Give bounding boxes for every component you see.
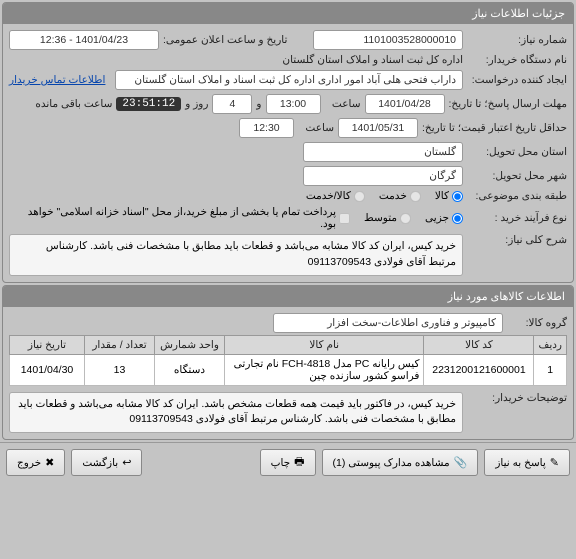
time-label-1: ساعت	[325, 98, 361, 110]
cell-unit: دستگاه	[155, 354, 225, 385]
cell-code: 2231200121600001	[424, 354, 534, 385]
col-idx: ردیف	[534, 335, 567, 354]
goods-panel-title: اطلاعات کالاهای مورد نیاز	[3, 286, 573, 307]
goods-table: ردیف کد کالا نام کالا واحد شمارش تعداد /…	[9, 335, 567, 386]
form-body: شماره نیاز: 1101003528000010 تاریخ و ساع…	[3, 24, 573, 282]
time-label-2: ساعت	[298, 122, 334, 134]
group-label: گروه کالا:	[507, 317, 567, 329]
buy-med-radio[interactable]	[400, 213, 411, 224]
cat-goods-radio[interactable]	[452, 191, 463, 202]
cat-both-option[interactable]: کالا/خدمت	[306, 190, 365, 202]
buytype-label: نوع فرآیند خرید :	[467, 212, 567, 224]
deadline-date: 1401/04/28	[365, 94, 445, 114]
datetime-label: تاریخ و ساعت اعلان عمومی:	[163, 34, 287, 46]
buy-med-label: متوسط	[364, 212, 397, 224]
buy-med-option[interactable]: متوسط	[364, 212, 411, 224]
countdown: 23:51:12	[116, 97, 181, 111]
exit-button[interactable]: ✖ خروج	[6, 449, 65, 476]
validity-label: حداقل تاریخ اعتبار قیمت؛ تا تاریخ:	[422, 122, 567, 134]
exit-label: خروج	[17, 457, 41, 469]
cat-service-option[interactable]: خدمت	[379, 190, 421, 202]
buyer-label: نام دستگاه خریدار:	[467, 54, 567, 66]
city-label: شهر محل تحویل:	[467, 170, 567, 182]
req-no-field: 1101003528000010	[313, 30, 463, 50]
back-icon: ↩	[122, 456, 131, 469]
col-name: نام کالا	[225, 335, 424, 354]
deadline-label: مهلت ارسال پاسخ؛ تا تاریخ:	[449, 98, 568, 110]
buyer-notes-box: خرید کیس، در فاکتور باید قیمت همه قطعات …	[9, 392, 463, 434]
creator-label: ایجاد کننده درخواست:	[467, 74, 567, 86]
remain-label: ساعت باقی مانده	[35, 98, 112, 110]
cell-date: 1401/04/30	[10, 354, 85, 385]
cat-service-radio[interactable]	[410, 191, 421, 202]
province-field: گلستان	[303, 142, 463, 162]
days-field: 4	[212, 94, 252, 114]
group-field: کامپیوتر و فناوری اطلاعات-سخت افزار	[273, 313, 503, 333]
col-code: کد کالا	[424, 335, 534, 354]
col-unit: واحد شمارش	[155, 335, 225, 354]
print-icon: 🖶	[294, 453, 304, 472]
table-header-row: ردیف کد کالا نام کالا واحد شمارش تعداد /…	[10, 335, 567, 354]
cat-both-label: کالا/خدمت	[306, 190, 351, 202]
print-label: چاپ	[271, 457, 291, 469]
panel-title: جزئیات اطلاعات نیاز	[3, 3, 573, 24]
buy-part-radio[interactable]	[452, 213, 463, 224]
reply-label: پاسخ به نیاز	[495, 457, 545, 469]
buy-part-label: جزیی	[425, 212, 449, 224]
cell-idx: 1	[534, 354, 567, 385]
goods-panel: اطلاعات کالاهای مورد نیاز گروه کالا: کام…	[2, 285, 574, 441]
reply-icon: ✎	[550, 456, 559, 469]
col-date: تاریخ نیاز	[10, 335, 85, 354]
attach-icon: 📎	[454, 456, 468, 469]
button-bar: ✎ پاسخ به نیاز 📎 مشاهده مدارک پیوستی (1)…	[0, 442, 576, 482]
cell-name: کیس رایانه PC مدل FCH-4818 نام تجارتی فر…	[225, 354, 424, 385]
buy-note-checkbox	[339, 213, 350, 224]
and-label: و	[256, 98, 261, 110]
req-no-label: شماره نیاز:	[467, 34, 567, 46]
details-panel: جزئیات اطلاعات نیاز شماره نیاز: 11010035…	[2, 2, 574, 283]
attachments-button[interactable]: 📎 مشاهده مدارک پیوستی (1)	[322, 449, 479, 476]
category-label: طبقه بندی موضوعی:	[467, 190, 567, 202]
validity-date: 1401/05/31	[338, 118, 418, 138]
deadline-time: 13:00	[266, 94, 321, 114]
creator-field: داراب فتحی هلی آباد امور اداری اداره کل …	[115, 70, 463, 90]
buyer-name: اداره کل ثبت اسناد و املاک استان گلستان	[282, 54, 463, 66]
desc-label: شرح کلی نیاز:	[467, 234, 567, 246]
table-row[interactable]: 1 2231200121600001 کیس رایانه PC مدل FCH…	[10, 354, 567, 385]
days-label: روز و	[185, 98, 208, 110]
cell-qty: 13	[85, 354, 155, 385]
contact-link[interactable]: اطلاعات تماس خریدار	[9, 74, 105, 86]
datetime-field: 1401/04/23 - 12:36	[9, 30, 159, 50]
buy-part-option[interactable]: جزیی	[425, 212, 463, 224]
cat-goods-option[interactable]: کالا	[435, 190, 463, 202]
city-field: گرگان	[303, 166, 463, 186]
province-label: استان محل تحویل:	[467, 146, 567, 158]
exit-icon: ✖	[45, 456, 54, 469]
goods-body: گروه کالا: کامپیوتر و فناوری اطلاعات-سخت…	[3, 307, 573, 440]
cat-goods-label: کالا	[435, 190, 449, 202]
buy-note-option: پرداخت تمام یا بخشی از مبلغ خرید،از محل …	[9, 206, 350, 230]
category-radio-group: کالا خدمت کالا/خدمت	[306, 190, 463, 202]
attach-label: مشاهده مدارک پیوستی (1)	[333, 457, 450, 469]
col-qty: تعداد / مقدار	[85, 335, 155, 354]
print-button[interactable]: 🖶 چاپ	[260, 449, 316, 476]
cat-both-radio[interactable]	[354, 191, 365, 202]
buyer-notes-label: توضیحات خریدار:	[467, 392, 567, 404]
desc-box: خرید کیس، ایران کد کالا مشابه می‌باشد و …	[9, 234, 463, 276]
back-button[interactable]: ↩ بازگشت	[71, 449, 142, 476]
reply-button[interactable]: ✎ پاسخ به نیاز	[484, 449, 570, 476]
back-label: بازگشت	[82, 457, 118, 469]
buy-note-label: پرداخت تمام یا بخشی از مبلغ خرید،از محل …	[9, 206, 336, 230]
cat-service-label: خدمت	[379, 190, 407, 202]
buytype-radio-group: جزیی متوسط پرداخت تمام یا بخشی از مبلغ خ…	[9, 206, 463, 230]
validity-time: 12:30	[239, 118, 294, 138]
